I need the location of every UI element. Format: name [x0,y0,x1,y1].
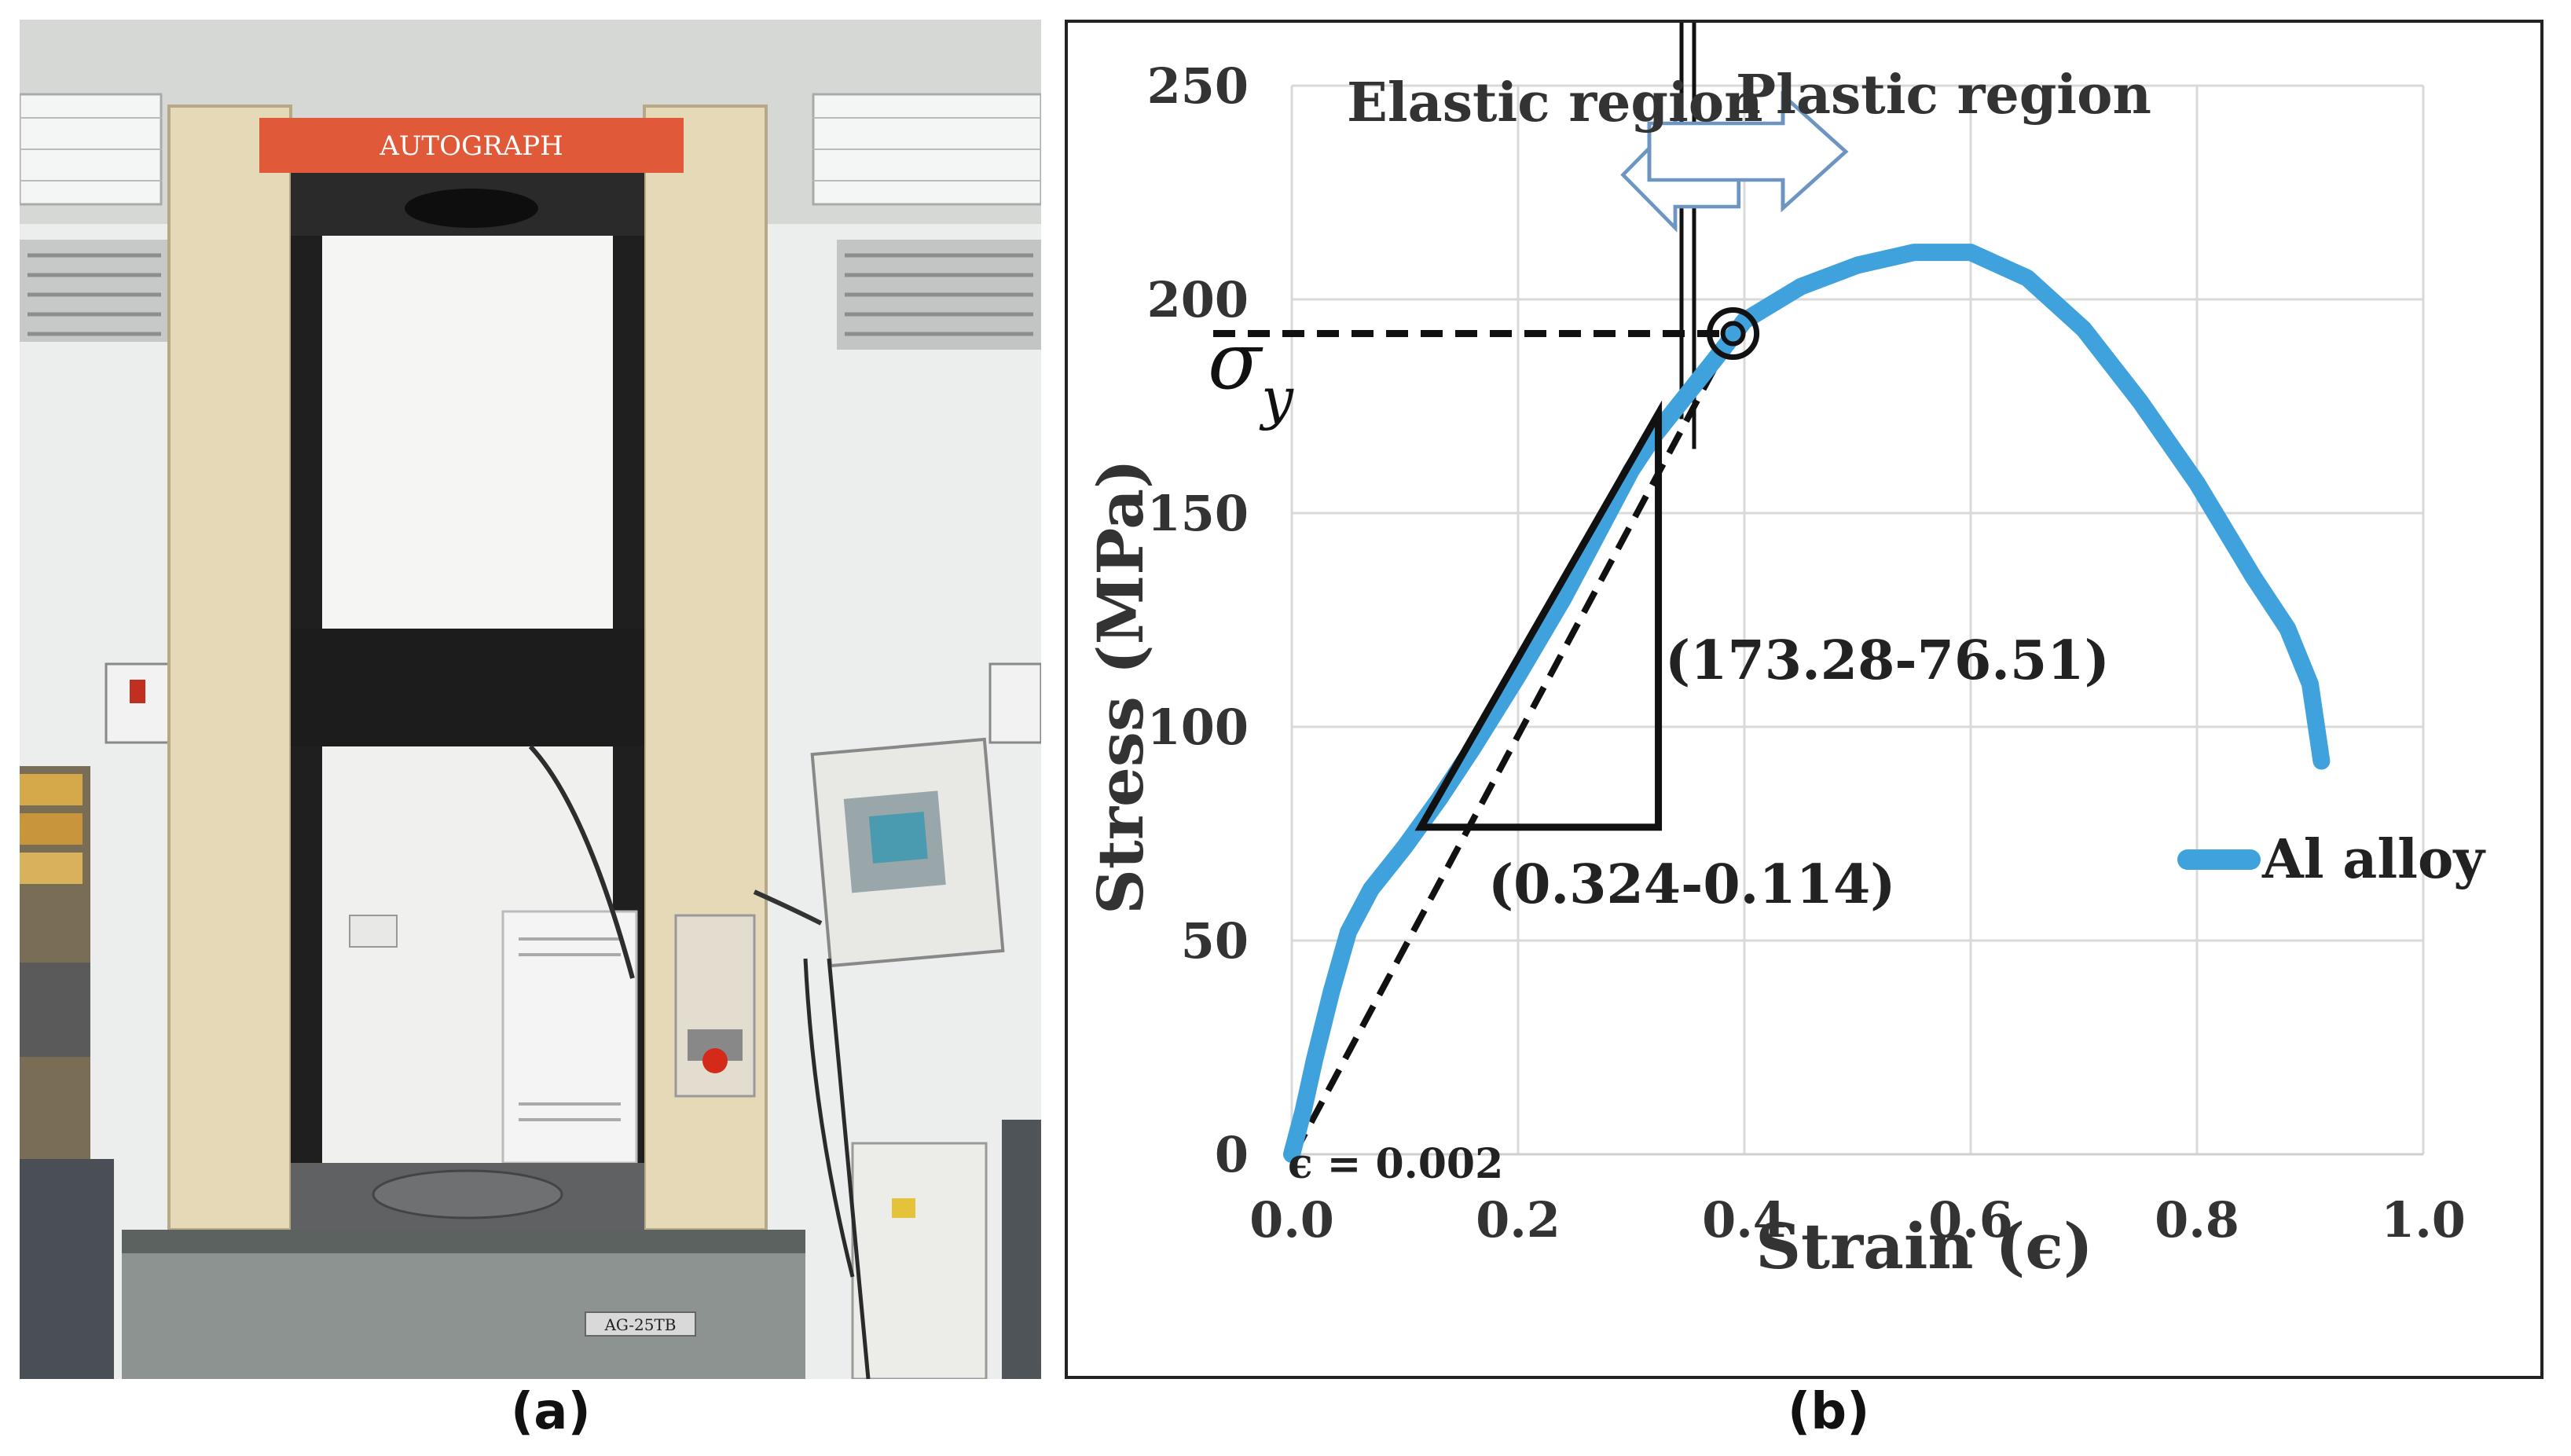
x-axis-label: Strain (ϵ) [1755,1209,2093,1283]
plastic-region-label: Plastic region [1736,64,2151,127]
legend: Al alloy [2177,828,2486,891]
tick-labels: 0.0 0.2 0.4 0.6 0.8 1.0 0 50 100 150 200 250 [1147,57,2466,1249]
machine-label: AUTOGRAPH [379,130,563,162]
yield-point-marker [1707,307,1760,361]
reference-lines [1213,23,1849,1156]
series-line-al-alloy [1283,244,2331,1163]
testing-machine-illustration: AUTOGRAPH AG-25TB [20,20,1041,1379]
x-tick-label: 0.0 [1249,1191,1334,1249]
run-label: (0.324-0.114) [1488,853,1895,916]
stress-strain-chart-panel: 0.0 0.2 0.4 0.6 0.8 1.0 0 50 100 150 200 250 Strain… [1065,20,2543,1379]
yield-point-marker-inner [1720,321,1746,347]
x-tick-label: 0.8 [2155,1191,2239,1249]
legend-label: Al alloy [2261,828,2486,891]
elastic-region-label: Elastic region [1347,72,1763,134]
x-tick-label: 0.4 [1702,1191,1787,1249]
caption-a: (a) [511,1383,591,1441]
plastic-region-arrow [1647,90,1849,213]
stress-strain-chart: 0.0 0.2 0.4 0.6 0.8 1.0 0 50 100 150 200 250 Strain… [1084,23,2486,1283]
x-tick-label: 1.0 [2381,1191,2466,1249]
grid [1290,84,2425,1156]
yield-stress-symbol: σy [1208,315,1294,431]
y-tick-label: 150 [1147,485,1249,542]
x-tick-label: 0.6 [1928,1191,2013,1249]
y-axis-label: Stress (MPa) [1084,459,1157,915]
series-layer [1283,244,2331,1163]
y-tick-label: 200 [1147,271,1249,328]
y-tick-label: 50 [1181,912,1249,970]
testing-machine-photo: AUTOGRAPH AG-25TB [20,20,1041,1379]
x-tick-label: 0.2 [1476,1191,1561,1249]
y-tick-label: 100 [1147,699,1249,756]
offset-strain-label: ϵ = 0.002 [1288,1140,1503,1188]
y-tick-label: 0 [1215,1126,1249,1183]
offset-line [1291,332,1737,1156]
machine-model-label: AG-25TB [603,1315,676,1334]
slope-triangle [1414,400,1663,831]
rise-label: (173.28-76.51) [1665,629,2110,692]
caption-b: (b) [1788,1383,1870,1441]
y-tick-label: 250 [1147,57,1249,115]
